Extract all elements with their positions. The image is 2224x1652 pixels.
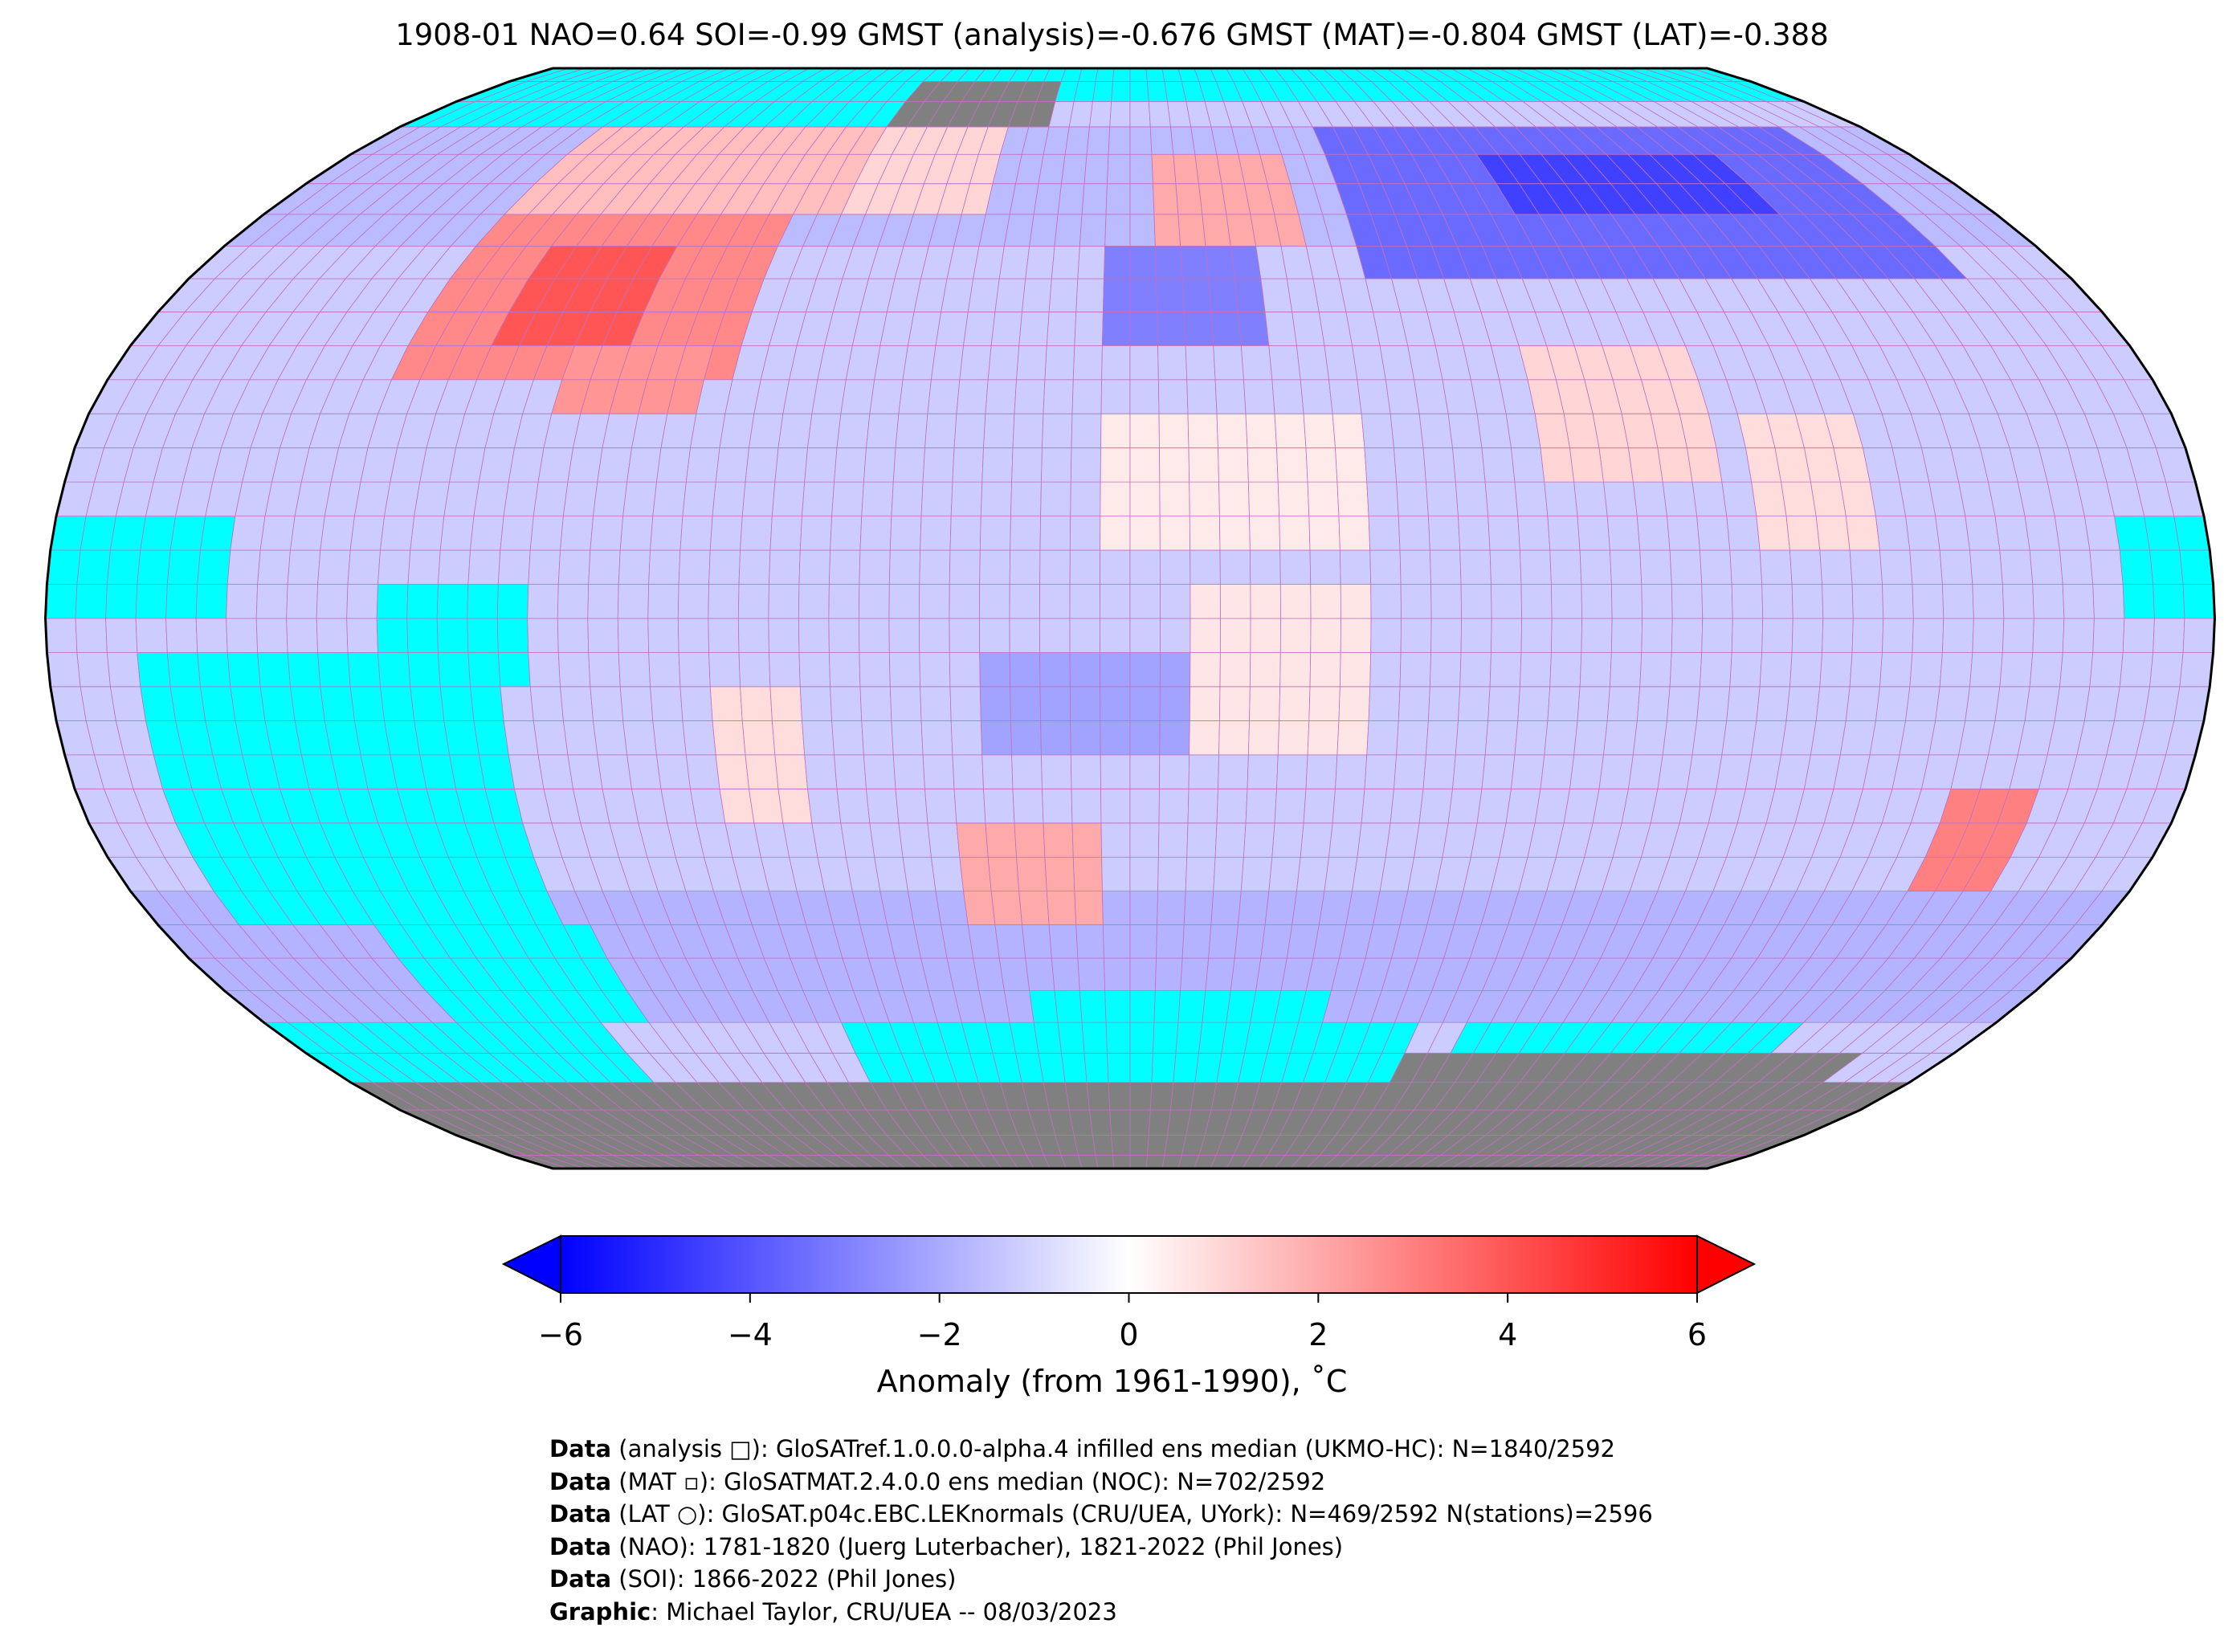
world-map [44, 67, 2216, 1170]
credit-line: Data (SOI): 1866-2022 (Phil Jones) [549, 1565, 957, 1593]
colorbar-tick-label: 6 [1687, 1317, 1708, 1352]
colorbar-tick-label: −2 [916, 1317, 962, 1352]
colorbar-tick-label: −4 [727, 1317, 773, 1352]
credits: Data (analysis □): GloSATref.1.0.0.0-alp… [549, 1433, 1653, 1628]
credit-line: Graphic: Michael Taylor, CRU/UEA -- 08/0… [549, 1597, 1117, 1625]
colorbar-label: Anomaly (from 1961-1990), ˚C [876, 1364, 1348, 1399]
colorbar-tick-label: −6 [537, 1317, 584, 1352]
credit-line: Data (MAT ▫): GloSATMAT.2.4.0.0 ens medi… [549, 1467, 1326, 1495]
anomaly-grid [45, 67, 2215, 1169]
colorbar-high-extend [1696, 1234, 1757, 1295]
colorbar-tick-label: 0 [1119, 1317, 1139, 1352]
chart-title: 1908-01 NAO=0.64 SOI=-0.99 GMST (analysi… [395, 18, 1829, 52]
colorbar [501, 1234, 1757, 1303]
colorbar-tick-label: 4 [1498, 1317, 1518, 1352]
credit-line: Data (LAT ○): GloSAT.p04c.EBC.LEKnormals… [549, 1500, 1653, 1528]
credit-line: Data (analysis □): GloSATref.1.0.0.0-alp… [549, 1435, 1616, 1462]
credit-line: Data (NAO): 1781-1820 (Juerg Luterbacher… [549, 1532, 1344, 1560]
colorbar-low-extend [501, 1234, 561, 1295]
colorbar-tick-label: 2 [1308, 1317, 1328, 1352]
colorbar-gradient [560, 1235, 1698, 1294]
